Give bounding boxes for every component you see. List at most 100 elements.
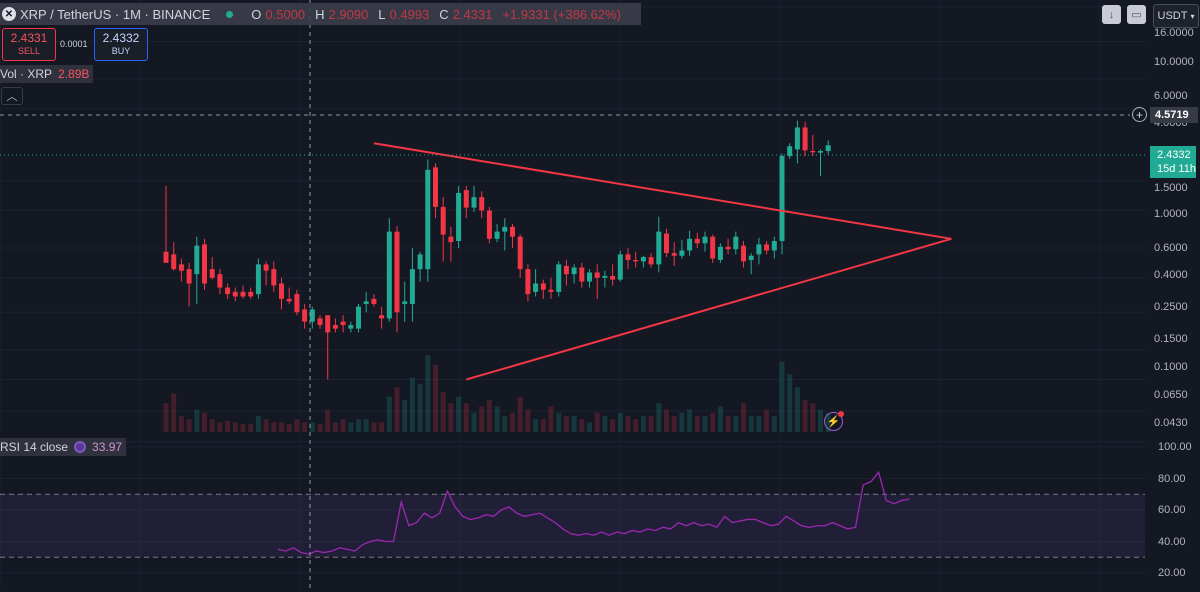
candle-body (794, 127, 800, 150)
volume-bar (240, 424, 246, 432)
symbol-header: ✕ XRP / TetherUS · 1M · BINANCE O 0.5000 … (0, 3, 641, 25)
candle-body (425, 169, 431, 270)
volume-bar (710, 412, 716, 432)
candle-body (756, 244, 762, 255)
volume-bar (818, 409, 823, 432)
candle-body (217, 274, 223, 288)
volume-bar (271, 422, 277, 432)
candle-body (717, 246, 723, 260)
candle-body (271, 269, 277, 286)
volume-bar (448, 403, 454, 432)
symbol-title[interactable]: XRP / TetherUS · 1M · BINANCE (20, 6, 211, 22)
candle-body (409, 269, 415, 304)
candle-body (279, 283, 284, 299)
chevron-up-icon[interactable]: ︿ (1, 87, 23, 105)
volume-legend-value: 2.89B (58, 67, 90, 81)
volume-bar (502, 416, 508, 432)
candle-body (202, 244, 207, 284)
candle-body (232, 291, 238, 297)
volume-bar (702, 416, 708, 432)
sell-button[interactable]: 2.4331 SELL (2, 28, 56, 61)
volume-bar (687, 409, 693, 432)
rsi-axis-label: 100.00 (1158, 441, 1192, 453)
price-axis-label: 6.0000 (1154, 90, 1188, 102)
candle-body (571, 267, 577, 275)
volume-bar (456, 396, 462, 432)
rsi-settings-icon[interactable] (74, 441, 87, 453)
volume-bar (486, 400, 492, 432)
volume-bar (517, 396, 523, 432)
volume-bar (733, 416, 739, 432)
candle-body (802, 127, 808, 151)
candle-body (787, 146, 793, 157)
rsi-band (0, 494, 1145, 558)
trendline (466, 237, 952, 381)
volume-bar (548, 406, 554, 432)
volume-bar (494, 406, 500, 432)
price-axis-label: 0.1000 (1154, 361, 1188, 373)
candle-body (163, 251, 169, 263)
candle-body (456, 192, 462, 242)
plus-circle-icon[interactable]: + (1132, 107, 1147, 122)
candle-body (825, 145, 831, 151)
volume-bar (386, 396, 392, 432)
volume-bar (671, 416, 677, 432)
candle-body (171, 254, 177, 270)
volume-bar (625, 416, 631, 432)
candle-body (325, 315, 331, 333)
download-icon[interactable]: ↓ (1102, 5, 1121, 24)
candle-body (225, 287, 231, 295)
candle-body (433, 167, 438, 207)
price-axis-label: 0.1500 (1154, 333, 1188, 345)
rsi-legend[interactable]: RSI 14 close 33.97 (0, 438, 127, 456)
volume-bar (640, 416, 646, 432)
candle-body (702, 236, 708, 244)
volume-bar (540, 419, 546, 432)
buy-label: BUY (111, 45, 131, 56)
volume-bar (186, 419, 192, 432)
candle-body (363, 301, 369, 304)
volume-bar (794, 387, 800, 432)
volume-bar (617, 412, 623, 432)
bar-countdown: 15d 11h (1157, 163, 1196, 175)
candle-body (448, 236, 454, 243)
candle-body (733, 236, 739, 250)
currency-label: USDT (1157, 10, 1188, 22)
candle-body (517, 236, 523, 270)
volume-bar (756, 416, 762, 432)
rsi-axis-label: 80.00 (1158, 472, 1186, 485)
candle-body (587, 272, 592, 282)
volume-bar (394, 387, 400, 432)
market-status-dot (226, 10, 234, 18)
currency-button[interactable]: USDT ▾ (1153, 4, 1199, 28)
rsi-axis-label: 20.00 (1158, 567, 1186, 579)
candle-body (302, 309, 308, 322)
candle-body (602, 275, 608, 278)
candle-body (294, 294, 300, 313)
volume-bar (163, 403, 169, 432)
volume-bar (579, 419, 585, 432)
candle-body (494, 231, 500, 239)
buy-price: 2.4332 (102, 30, 140, 45)
candle-body (687, 238, 693, 251)
buy-button[interactable]: 2.4332 BUY (94, 28, 148, 61)
candle-body (263, 264, 269, 271)
candle-body (810, 150, 816, 153)
camera-icon[interactable]: ▭ (1127, 5, 1146, 24)
candle-body (818, 150, 823, 153)
ohlc-open-key: O (251, 6, 262, 22)
candle-body (748, 255, 754, 260)
candle-body (248, 291, 254, 297)
volume-bar (633, 419, 639, 432)
sell-label: SELL (17, 45, 41, 56)
candle-body (610, 275, 616, 280)
volume-bar (725, 416, 731, 432)
candle-body (656, 231, 662, 265)
volume-bar (363, 419, 369, 432)
volume-bar (356, 419, 361, 432)
candle-body (648, 257, 654, 265)
lightning-alert-icon[interactable]: ⚡ (824, 411, 844, 431)
volume-bar (279, 422, 284, 432)
volume-legend[interactable]: Vol · XRP 2.89B (0, 65, 94, 83)
